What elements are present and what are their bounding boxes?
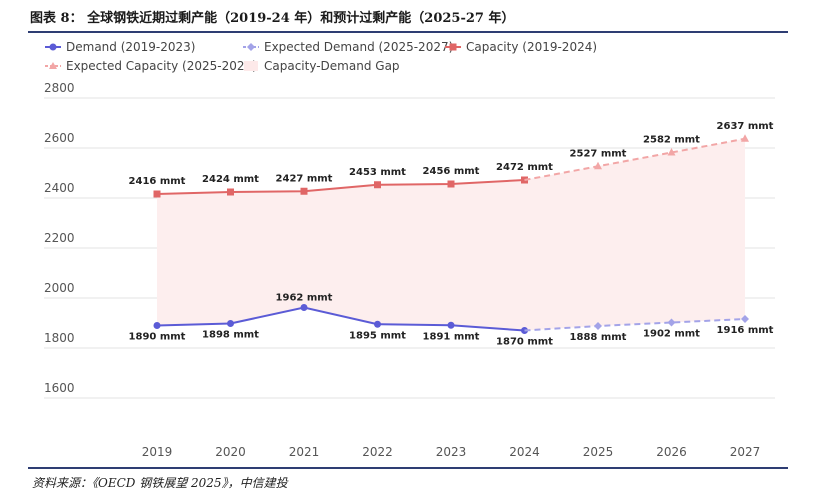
- expected-capacity-point: [741, 134, 749, 142]
- capacity-data-label: 2416 mmt: [129, 176, 186, 187]
- y-tick-label: 2400: [44, 181, 75, 195]
- legend-swatch-icon: [244, 61, 258, 71]
- capacity-data-label: 2453 mmt: [349, 167, 406, 178]
- x-tick-label: 2022: [362, 445, 393, 459]
- demand-data-label: 1895 mmt: [349, 330, 406, 341]
- x-tick-label: 2027: [730, 445, 761, 459]
- expected-demand-point: [667, 318, 676, 327]
- legend-item: Capacity-Demand Gap: [242, 59, 400, 73]
- legend-swatch-icon: [243, 43, 259, 51]
- x-tick-label: 2026: [656, 445, 687, 459]
- capacity-point: [374, 181, 381, 189]
- series-line: [524, 318, 746, 332]
- demand-data-label: 1891 mmt: [423, 331, 480, 342]
- legend-swatch-icon: [45, 62, 61, 69]
- figure-title: 图表 8： 全球钢铁近期过剩产能（2019-24 年）和预计过剩产能（2025-…: [30, 11, 515, 26]
- expected-demand-point: [594, 322, 602, 330]
- demand-data-label: 1890 mmt: [129, 332, 186, 343]
- capacity-point: [153, 190, 161, 198]
- legend-swatch-icon: [45, 43, 61, 51]
- legend-item: Capacity (2019-2024): [444, 40, 597, 54]
- legend-label: Expected Demand (2025-2027): [264, 40, 454, 54]
- series-line: [524, 137, 746, 181]
- legend-label: Demand (2019-2023): [66, 40, 196, 54]
- capacity-data-label: 2427 mmt: [276, 173, 333, 184]
- demand-point: [153, 322, 161, 329]
- demand-point: [300, 304, 308, 311]
- legend-label: Capacity-Demand Gap: [264, 59, 400, 73]
- capacity-point: [447, 180, 455, 188]
- x-tick-label: 2025: [583, 445, 614, 459]
- expected-demand-point: [741, 315, 749, 323]
- legend-label: Expected Capacity (2025-2027): [66, 59, 257, 73]
- legend-item: Expected Demand (2025-2027): [242, 40, 453, 54]
- source-note: 资料来源：《OECD 钢铁展望 2025》，中信建投: [32, 476, 288, 490]
- demand-data-label: 1888 mmt: [570, 332, 627, 343]
- series-line: [156, 179, 525, 195]
- demand-point: [447, 321, 455, 329]
- demand-data-label: 1916 mmt: [717, 325, 774, 336]
- y-tick-label: 2800: [44, 81, 75, 95]
- demand-data-label: 1898 mmt: [202, 330, 259, 341]
- y-tick-label: 1600: [44, 381, 75, 395]
- x-tick-label: 2020: [215, 445, 246, 459]
- y-tick-label: 2200: [44, 231, 75, 245]
- legend-item: Expected Capacity (2025-2027): [44, 59, 257, 73]
- bottom-rule: [28, 467, 788, 469]
- y-tick-label: 2600: [44, 131, 75, 145]
- capacity-data-label: 2456 mmt: [423, 166, 480, 177]
- capacity-data-label: 2527 mmt: [570, 148, 627, 159]
- expected-capacity-point: [594, 161, 602, 170]
- capacity-data-label: 2582 mmt: [643, 135, 700, 146]
- capacity-point: [227, 188, 234, 196]
- series-line: [156, 306, 525, 332]
- x-tick-label: 2019: [142, 445, 173, 459]
- capacity-data-label: 2472 mmt: [496, 162, 553, 173]
- legend-swatch-icon: [445, 43, 461, 51]
- legend-item: Demand (2019-2023): [44, 40, 195, 54]
- demand-data-label: 1962 mmt: [276, 293, 333, 304]
- capacity-data-label: 2424 mmt: [202, 174, 259, 185]
- capacity-data-label: 2637 mmt: [717, 121, 774, 132]
- expected-capacity-point: [667, 148, 676, 156]
- demand-point: [227, 320, 234, 327]
- x-tick-label: 2023: [436, 445, 467, 459]
- y-tick-label: 2000: [44, 281, 75, 295]
- demand-data-label: 1870 mmt: [496, 337, 553, 348]
- demand-point: [374, 320, 381, 328]
- demand-data-label: 1902 mmt: [643, 329, 700, 340]
- y-tick-label: 1800: [44, 331, 75, 345]
- legend-label: Capacity (2019-2024): [466, 40, 598, 54]
- capacity-demand-gap: [157, 138, 745, 331]
- capacity-point: [300, 187, 308, 195]
- top-rule: [28, 31, 788, 33]
- x-tick-label: 2024: [509, 445, 540, 459]
- x-tick-label: 2021: [289, 445, 320, 459]
